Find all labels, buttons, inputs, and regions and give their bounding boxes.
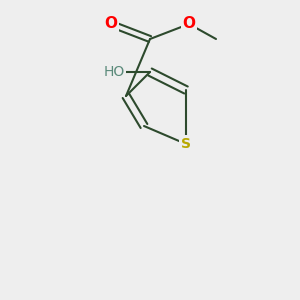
Text: HO: HO — [103, 65, 124, 79]
Text: O: O — [104, 16, 118, 32]
Text: O: O — [182, 16, 196, 32]
Text: S: S — [181, 137, 191, 151]
